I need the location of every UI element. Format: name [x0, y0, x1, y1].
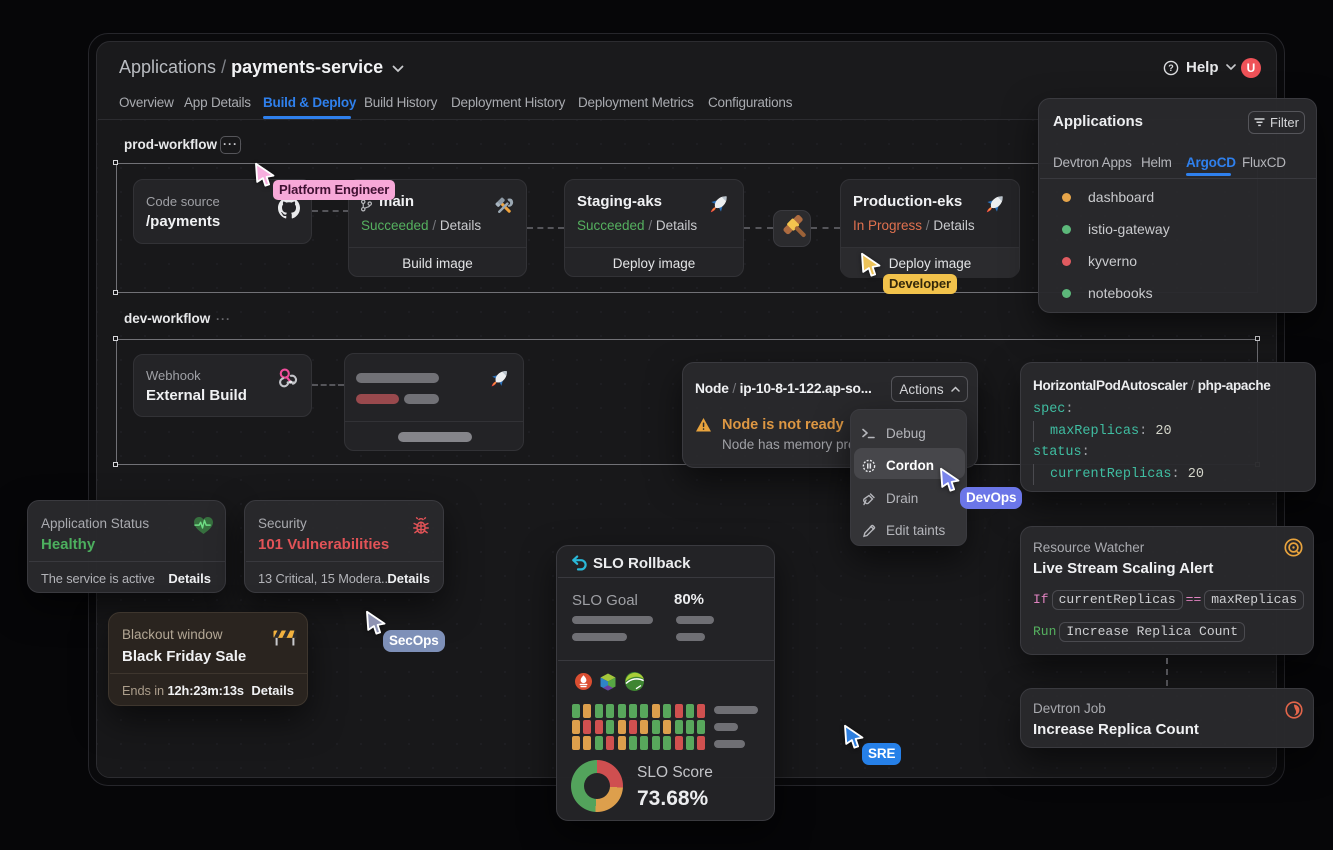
svg-text:?: ? — [1168, 63, 1174, 73]
